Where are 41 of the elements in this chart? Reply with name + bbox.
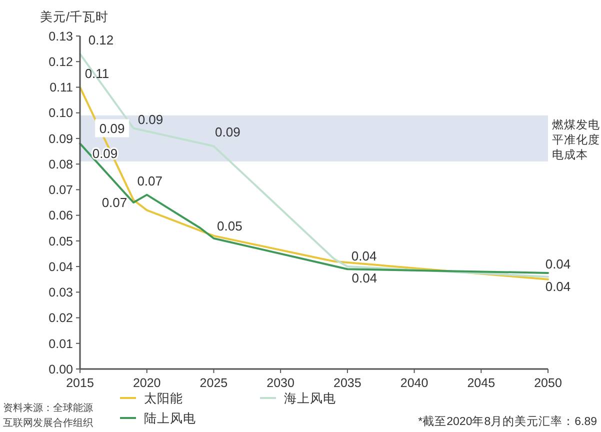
y-tick-label: 0.03 (48, 286, 74, 300)
y-tick-label: 0.13 (48, 29, 74, 44)
x-tick-label: 2030 (266, 376, 295, 390)
y-tick-label: 0.02 (48, 311, 74, 326)
annotation: 0.12 (88, 32, 114, 48)
annotation: 0.07 (102, 195, 128, 210)
annotation: 0.04 (351, 248, 377, 264)
annotation: 0.04 (352, 270, 378, 286)
annotation: 0.04 (545, 278, 571, 294)
y-tick-label: 0.11 (50, 80, 74, 95)
x-tick-label: 2025 (200, 376, 228, 390)
x-tick-label: 2045 (467, 376, 496, 390)
annotation: 0.09 (215, 124, 240, 140)
annotation: 0.11 (84, 66, 110, 81)
y-tick-label: 0.12 (48, 54, 74, 69)
y-tick-label: 0.07 (48, 183, 74, 198)
annotation: 0.09 (138, 112, 164, 127)
legend-label: 太阳能 (144, 391, 183, 406)
annotation: 0.09 (99, 120, 125, 136)
y-tick-label: 0.05 (48, 234, 74, 248)
y-tick-label: 0.04 (48, 260, 74, 274)
x-tick-label: 2020 (132, 376, 161, 390)
x-tick-label: 2035 (334, 376, 362, 390)
y-tick-label: 0.10 (48, 106, 74, 120)
text: 资料来源：全球能源互联网发展合作组织 (3, 402, 93, 429)
x-tick-label: 2050 (534, 376, 562, 390)
y-tick-label: 0.00 (48, 362, 74, 376)
y-tick-label: 0.01 (48, 336, 74, 351)
annotation: 0.04 (545, 256, 571, 272)
y-tick-label: 0.08 (48, 157, 74, 172)
y-tick-label: 0.09 (48, 132, 74, 146)
y-axis-title: 美元/千瓦时 (40, 9, 108, 24)
band-label: 燃煤发电平准化度电成本 (552, 118, 600, 162)
x-tick-label: 2015 (66, 376, 94, 390)
x-tick-label: 2040 (400, 376, 428, 390)
annotation: 0.07 (137, 173, 163, 188)
text: *截至2020年8月的美元汇率：6.89 (418, 414, 597, 428)
legend-label: 海上风电 (284, 391, 336, 406)
annotation: 0.05 (217, 218, 242, 234)
legend-label: 陆上风电 (144, 411, 196, 426)
y-tick-label: 0.06 (48, 208, 74, 223)
